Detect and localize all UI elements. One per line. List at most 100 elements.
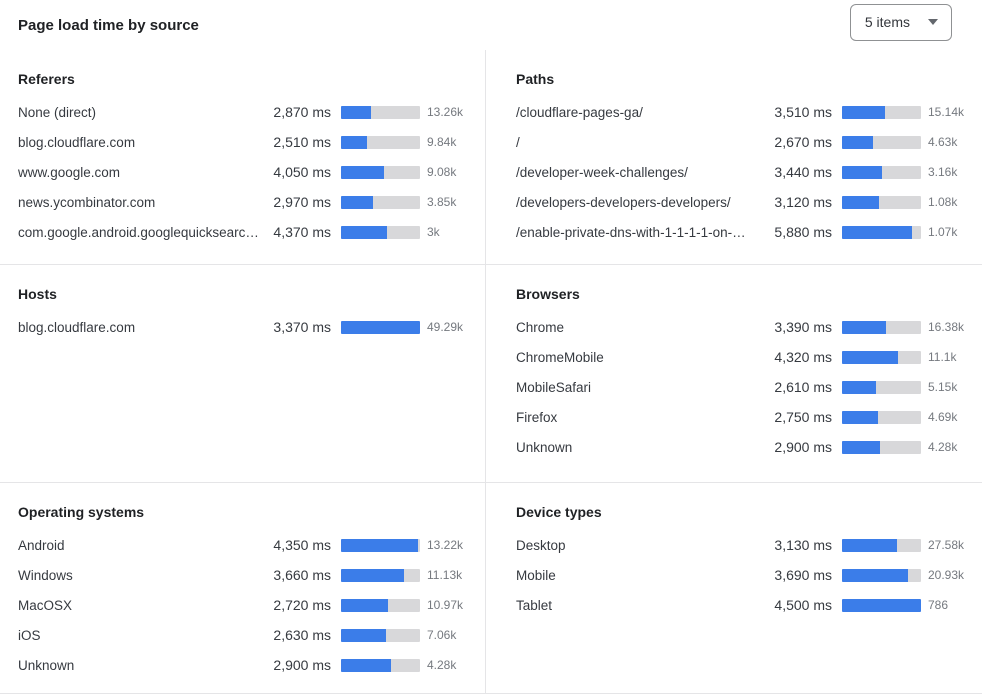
row-count: 3.16k xyxy=(928,165,958,179)
row-label: MobileSafari xyxy=(516,379,592,395)
metric-row: None (direct) 2,870 ms 13.26k xyxy=(18,97,469,127)
row-bar-track xyxy=(341,225,420,239)
row-count: 27.58k xyxy=(928,538,965,552)
panel-title-hosts: Hosts xyxy=(18,286,57,302)
row-load-time: 4,370 ms xyxy=(273,224,331,240)
row-load-time: 3,660 ms xyxy=(273,567,331,583)
row-label: Unknown xyxy=(516,439,573,455)
row-label: Desktop xyxy=(516,537,566,553)
metric-row: /developers-developers-developers/3,120 … xyxy=(516,187,970,217)
row-count: 15.14k xyxy=(928,105,965,119)
row-count: 4.28k xyxy=(928,440,958,454)
row-bar-track xyxy=(842,350,921,364)
row-bar-track xyxy=(842,410,921,424)
row-label: /developer-week-challenges/ xyxy=(516,164,688,180)
row-count: 11.1k xyxy=(928,350,957,364)
row-label: Android xyxy=(18,537,65,553)
row-load-time: 4,350 ms xyxy=(273,537,331,553)
row-bar-fill xyxy=(842,538,898,552)
row-label: Windows xyxy=(18,567,73,583)
row-load-time: 2,670 ms xyxy=(774,134,832,150)
row-bar-fill xyxy=(842,105,885,119)
metric-row: MacOSX 2,720 ms 10.97k xyxy=(18,590,469,620)
panel-hosts: Hosts blog.cloudflare.com 3,370 ms 49.29k xyxy=(0,265,486,483)
row-bar-track xyxy=(842,380,921,394)
row-label: Tablet xyxy=(516,597,553,613)
row-count: 7.06k xyxy=(427,628,457,642)
row-count: 786 xyxy=(928,598,949,612)
row-bar-track xyxy=(341,195,420,209)
row-load-time: 3,510 ms xyxy=(774,104,832,120)
row-bar-fill xyxy=(842,568,908,582)
row-count: 13.22k xyxy=(427,538,464,552)
row-bar-fill xyxy=(341,320,420,334)
row-bar-fill xyxy=(341,628,387,642)
metric-row: news.ycombinator.com 2,970 ms 3.85k xyxy=(18,187,469,217)
row-load-time: 2,970 ms xyxy=(273,194,331,210)
metric-row: /enable-private-dns-with-1-1-1-1-on-… 5,8… xyxy=(516,217,970,247)
row-load-time: 2,870 ms xyxy=(273,104,331,120)
row-bar-fill xyxy=(842,380,876,394)
row-bar-track xyxy=(842,568,921,582)
row-bar-fill xyxy=(842,225,912,239)
items-count-dropdown[interactable]: 5 items xyxy=(849,3,952,41)
widget-header: Page load time by source 5 items xyxy=(0,0,982,50)
row-count: 9.84k xyxy=(427,135,457,149)
row-label: www.google.com xyxy=(18,164,121,180)
panels-grid: Referers None (direct) 2,870 ms 13.26k blog.… xyxy=(0,50,982,693)
row-load-time: 3,390 ms xyxy=(774,319,832,335)
row-bar-fill xyxy=(842,410,878,424)
row-bar-track xyxy=(341,628,420,642)
row-bar-fill xyxy=(341,658,391,672)
row-label: / xyxy=(516,134,520,150)
row-bar-track xyxy=(842,225,921,239)
metric-row: Unknown 2,900 ms 4.28k xyxy=(516,432,970,462)
row-load-time: 2,900 ms xyxy=(774,439,832,455)
row-label: /enable-private-dns-with-1-1-1-1-on-… xyxy=(516,224,746,240)
row-count: 4.69k xyxy=(928,410,958,424)
metric-row: Unknown 2,900 ms 4.28k xyxy=(18,650,469,680)
row-count: 1.08k xyxy=(928,195,958,209)
row-load-time: 4,320 ms xyxy=(774,349,832,365)
row-label: Unknown xyxy=(18,657,75,673)
row-label: blog.cloudflare.com xyxy=(18,134,136,150)
panel-device-types: Device types Desktop 3,130 ms 27.58k Mobile 3… xyxy=(486,483,982,693)
row-bar-fill xyxy=(842,135,873,149)
row-load-time: 3,130 ms xyxy=(774,537,832,553)
metric-row: Firefox 2,750 ms 4.69k xyxy=(516,402,970,432)
row-load-time: 3,120 ms xyxy=(774,194,832,210)
row-count: 10.97k xyxy=(427,598,464,612)
panel-operating-systems: Operating systems Android 4,350 ms 13.22k Wi… xyxy=(0,483,486,693)
metric-row: / 2,670 ms 4.63k xyxy=(516,127,970,157)
row-count: 49.29k xyxy=(427,320,464,334)
row-count: 4.63k xyxy=(928,135,958,149)
row-count: 11.13k xyxy=(427,568,463,582)
row-label: Mobile xyxy=(516,567,556,583)
metric-row: MobileSafari 2,610 ms 5.15k xyxy=(516,372,970,402)
metric-row: Mobile 3,690 ms 20.93k xyxy=(516,560,970,590)
page-title: Page load time by source xyxy=(18,16,199,34)
metric-row: /developer-week-challenges/3,440 ms 3.16k xyxy=(516,157,970,187)
row-bar-fill xyxy=(341,598,389,612)
row-load-time: 2,750 ms xyxy=(774,409,832,425)
metric-row: www.google.com 4,050 ms 9.08k xyxy=(18,157,469,187)
row-label: news.ycombinator.com xyxy=(18,194,156,210)
panel-title-operating-systems: Operating systems xyxy=(18,504,145,520)
metric-row: blog.cloudflare.com 2,510 ms 9.84k xyxy=(18,127,469,157)
row-bar-track xyxy=(341,568,420,582)
row-count: 9.08k xyxy=(427,165,457,179)
row-label: /developers-developers-developers/ xyxy=(516,194,731,210)
row-bar-fill xyxy=(341,135,368,149)
row-bar-track xyxy=(842,320,921,334)
row-bar-fill xyxy=(341,538,418,552)
metric-row: /cloudflare-pages-ga/3,510 ms 15.14k xyxy=(516,97,970,127)
row-bar-fill xyxy=(341,165,384,179)
row-label: blog.cloudflare.com xyxy=(18,319,136,335)
row-bar-track xyxy=(341,598,420,612)
panel-title-device-types: Device types xyxy=(516,504,602,520)
row-label: /cloudflare-pages-ga/ xyxy=(516,104,643,120)
row-load-time: 2,720 ms xyxy=(273,597,331,613)
panel-title-browsers: Browsers xyxy=(516,286,580,302)
row-count: 3.85k xyxy=(427,195,457,209)
